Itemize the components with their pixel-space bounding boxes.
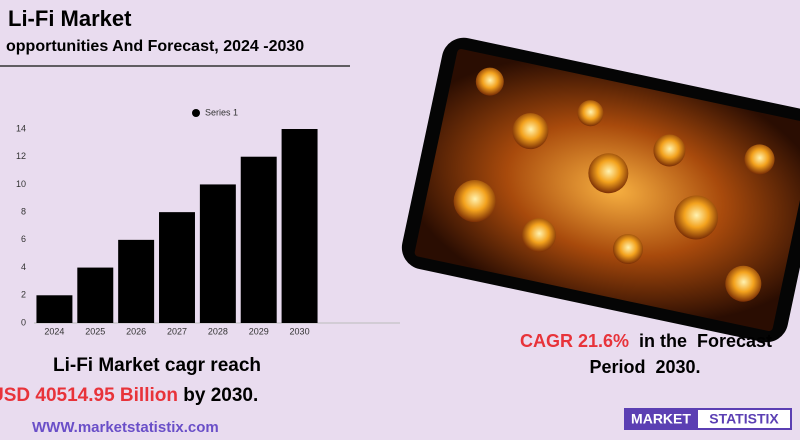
logo-box: [698, 410, 790, 428]
highlight: USD 40514.95 Billion: [0, 385, 178, 406]
highlight: CAGR 21.6%: [520, 331, 629, 351]
bar: [159, 212, 195, 323]
bar: [77, 267, 114, 323]
bar: [281, 129, 318, 323]
y-tick-label: 14: [16, 123, 26, 133]
x-tick-label: 2028: [208, 326, 228, 336]
legend-label: Series 1: [205, 107, 238, 117]
y-tick-label: 6: [21, 234, 26, 244]
bar: [118, 239, 155, 323]
bar: [199, 184, 236, 323]
y-tick-label: 0: [21, 317, 26, 327]
cagr-line: CAGR 21.6% in the Forecast: [520, 331, 772, 351]
x-tick-label: 2029: [249, 326, 269, 336]
cagr-line: Period 2030.: [589, 357, 700, 377]
title: Li-Fi Market: [8, 6, 132, 31]
cagr-rest: in the Forecast: [629, 331, 772, 351]
y-tick-label: 8: [21, 207, 26, 217]
x-tick-label: 2030: [290, 326, 310, 336]
logo-text: STATISTIX: [709, 411, 779, 427]
x-tick-label: 2026: [126, 326, 146, 336]
x-tick-label: 2024: [44, 326, 64, 336]
website: WWW.marketstatistix.com: [32, 419, 219, 436]
y-tick-label: 2: [21, 290, 26, 300]
bar: [240, 156, 277, 323]
bar: [36, 295, 73, 323]
bulbs: [453, 67, 775, 302]
subtitle: opportunities And Forecast, 2024 -2030: [6, 38, 304, 55]
x-tick-label: 2027: [167, 326, 187, 336]
summary-end: by 2030.: [178, 385, 258, 406]
y-tick-label: 10: [16, 179, 26, 189]
legend-marker: [192, 109, 200, 117]
logo-text: MARKET: [631, 411, 691, 427]
summary-line: Li-Fi Market cagr reach: [53, 355, 261, 376]
logo: MARKET STATISTIX: [624, 408, 792, 430]
photo-frame: [401, 37, 800, 343]
x-tick-label: 2025: [85, 326, 105, 336]
y-tick-label: 12: [16, 151, 26, 161]
summary-line: USD 40514.95 Billion by 2030.: [0, 385, 258, 406]
y-tick-label: 4: [21, 262, 26, 272]
